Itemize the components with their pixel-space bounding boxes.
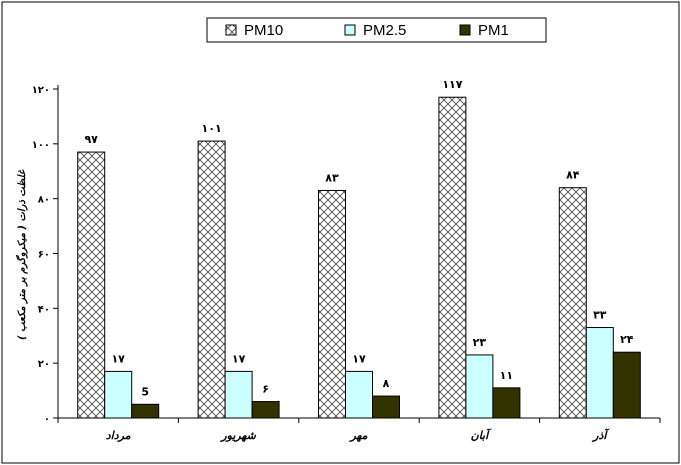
- y-axis-label: غلظت ذرات ( میکروگرم بر متر مکعب ): [15, 169, 28, 340]
- x-category-label: آبان: [471, 428, 492, 442]
- y-tick-label: ۰: [44, 414, 50, 425]
- bar-pm25: [345, 370, 373, 419]
- y-tick-label: ۴۰: [38, 304, 50, 315]
- x-category-label: آذر: [591, 428, 610, 442]
- bar-pm10: [558, 187, 587, 419]
- legend-box: [206, 17, 547, 43]
- x-category-label: مهر: [348, 429, 367, 442]
- bar-pm25: [224, 370, 253, 419]
- data-label: ۶: [262, 383, 269, 396]
- bar-pm10: [318, 189, 346, 419]
- y-tick-label: ۸۰: [38, 195, 50, 206]
- x-category-label: مرداد: [106, 429, 131, 442]
- data-label: ۸۴: [566, 169, 580, 182]
- bar-pm25: [104, 370, 133, 419]
- y-tick-label: ۲۰: [38, 359, 50, 370]
- bar-pm25: [465, 354, 494, 419]
- bar-pm1: [131, 403, 160, 419]
- legend: PM10 PM2.5 PM1: [206, 17, 547, 43]
- bar-pm10: [438, 96, 467, 419]
- bar-pm25: [585, 327, 614, 419]
- legend-entry: PM2.5: [363, 22, 406, 39]
- data-label: ۱۱۷: [442, 78, 462, 91]
- bar-pm10: [197, 140, 226, 419]
- data-label: ۸۳: [325, 171, 339, 184]
- data-label: ۱۷: [352, 352, 366, 365]
- legend-swatch: [344, 24, 356, 36]
- data-label: ۱۰۱: [202, 122, 222, 135]
- data-label: ۹۷: [84, 133, 98, 146]
- data-label: ۱۷: [232, 352, 246, 365]
- bar-pm10: [77, 151, 106, 419]
- data-label: ۲۴: [620, 333, 634, 346]
- bar-pm1: [372, 395, 400, 419]
- x-category-label: شهریور: [219, 429, 256, 442]
- bar-pm1: [612, 351, 641, 419]
- data-label: ۱۱: [500, 369, 513, 382]
- plot-area: ۹۷ ۱۷ 5 ۱۰۱ ۱۷ ۶ ۸۳ ۱۷ ۸ ۱۱۷ ۲۳ ۱۱ ۸۴ ۳۳ ۲۴: [77, 78, 641, 419]
- y-tick-label: ۱۰۰: [32, 140, 50, 151]
- axes: ۰ ۲۰ ۴۰ ۶۰ ۸۰ ۱۰۰ ۱۲۰ مرداد شهریور مهر آبان آذر: [32, 85, 661, 442]
- legend-entry: PM1: [478, 22, 509, 39]
- bar-pm1: [251, 401, 280, 419]
- bar-pm1: [492, 387, 521, 419]
- data-label: ۳۳: [593, 309, 607, 322]
- data-label: ۲۳: [473, 336, 487, 349]
- legend-swatch: [459, 24, 471, 36]
- legend-swatch: [225, 24, 237, 36]
- data-label: ۱۷: [111, 352, 125, 365]
- data-label: 5: [141, 385, 149, 398]
- y-tick-label: ۶۰: [38, 250, 50, 261]
- data-label: ۸: [383, 377, 390, 390]
- legend-entry: PM10: [244, 22, 283, 39]
- y-tick-label: ۱۲۰: [32, 85, 50, 96]
